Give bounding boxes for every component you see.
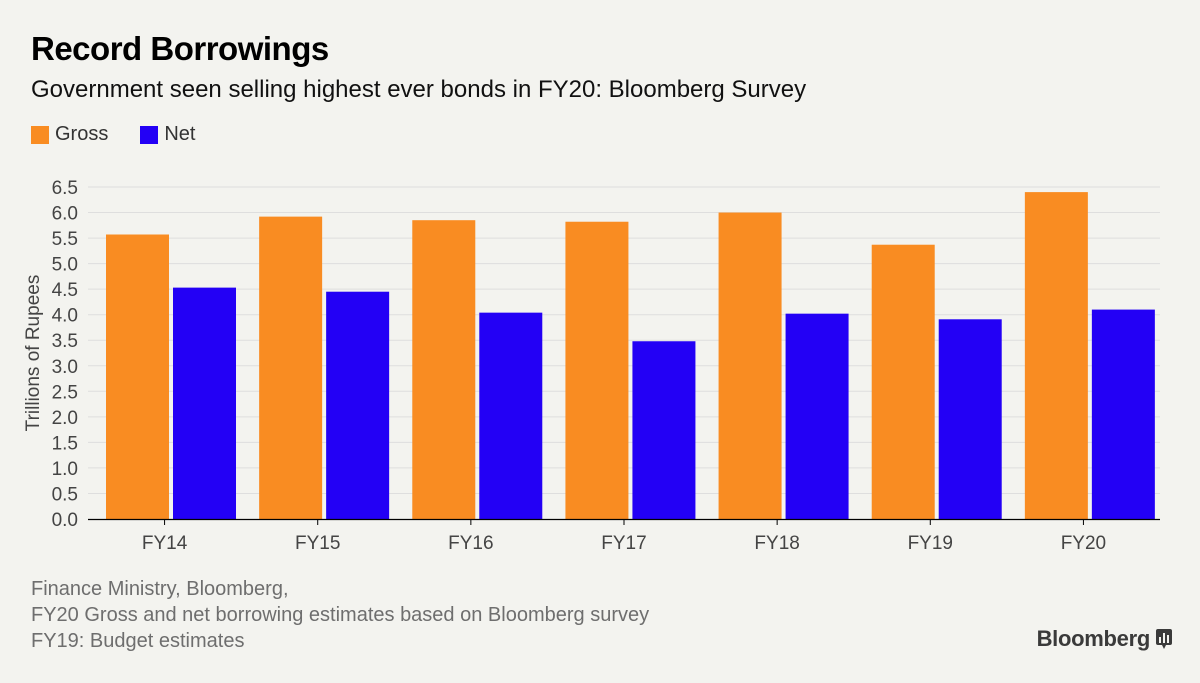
brand-logo: Bloomberg xyxy=(1037,626,1172,652)
bars xyxy=(106,192,1155,520)
bar-gross-fy15 xyxy=(259,216,323,519)
legend: Gross Net xyxy=(31,123,227,146)
legend-label-gross: Gross xyxy=(55,123,109,145)
x-tick-label: FY18 xyxy=(754,533,799,554)
chart-subtitle: Government seen selling highest ever bon… xyxy=(31,76,807,103)
bar-net-fy19 xyxy=(938,319,1002,519)
legend-swatch-gross xyxy=(31,125,49,144)
y-tick-label: 4.5 xyxy=(52,280,78,301)
bar-gross-fy16 xyxy=(412,220,476,519)
y-tick-label: 5.5 xyxy=(52,229,78,250)
y-tick-label: 3.0 xyxy=(52,357,78,378)
bar-net-fy18 xyxy=(785,313,849,519)
y-axis-title: Trillions of Rupees xyxy=(23,275,44,432)
brand-name: Bloomberg xyxy=(1036,626,1151,651)
x-tick-label: FY20 xyxy=(1061,533,1106,554)
legend-label-net: Net xyxy=(164,123,196,145)
bar-gross-fy17 xyxy=(565,221,629,520)
bar-net-fy20 xyxy=(1091,309,1155,519)
y-tick-label: 4.0 xyxy=(52,306,78,327)
bloomberg-terminal-icon xyxy=(1156,629,1172,649)
y-tick-label: 0.5 xyxy=(52,484,78,505)
y-tick-label: 2.5 xyxy=(52,382,78,403)
source-note: Finance Ministry, Bloomberg, FY20 Gross … xyxy=(31,576,649,654)
axes: 0.0 0.5 1.0 1.5 2.0 2.5 3.0 3.5 4.0 4.5 5.0 5.5 6.0 6… xyxy=(23,178,1160,554)
bar-net-fy17 xyxy=(632,341,696,519)
legend-swatch-net xyxy=(140,125,159,144)
bar-gross-fy18 xyxy=(718,212,782,520)
y-tick-label: 0.0 xyxy=(52,510,78,531)
source-line-1: Finance Ministry, Bloomberg, xyxy=(31,578,289,600)
legend-item-gross: Gross xyxy=(31,123,108,146)
x-tick-label: FY15 xyxy=(295,533,340,554)
bar-net-fy16 xyxy=(479,312,543,519)
bar-gross-fy14 xyxy=(106,234,169,520)
bar-gross-fy19 xyxy=(871,244,935,519)
y-tick-label: 2.0 xyxy=(52,408,78,429)
source-line-2: FY20 Gross and net borrowing estimates b… xyxy=(31,604,650,626)
x-tick-label: FY16 xyxy=(448,533,493,554)
y-tick-label: 1.5 xyxy=(52,433,78,454)
y-tick-label: 1.0 xyxy=(52,459,78,480)
x-tick-label: FY17 xyxy=(601,533,646,554)
y-tick-label: 6.5 xyxy=(52,178,78,199)
source-line-3: FY19: Budget estimates xyxy=(31,630,245,652)
bar-net-fy15 xyxy=(326,291,390,519)
bar-net-fy14 xyxy=(173,287,236,519)
bar-gross-fy20 xyxy=(1024,192,1088,519)
x-tick-label: FY14 xyxy=(142,533,188,554)
chart-title: Record Borrowings xyxy=(31,30,329,67)
y-tick-label: 5.0 xyxy=(52,255,78,276)
legend-item-net: Net xyxy=(140,123,195,146)
y-tick-label: 3.5 xyxy=(52,331,78,352)
y-tick-label: 6.0 xyxy=(52,204,78,225)
x-tick-label: FY19 xyxy=(908,533,953,554)
